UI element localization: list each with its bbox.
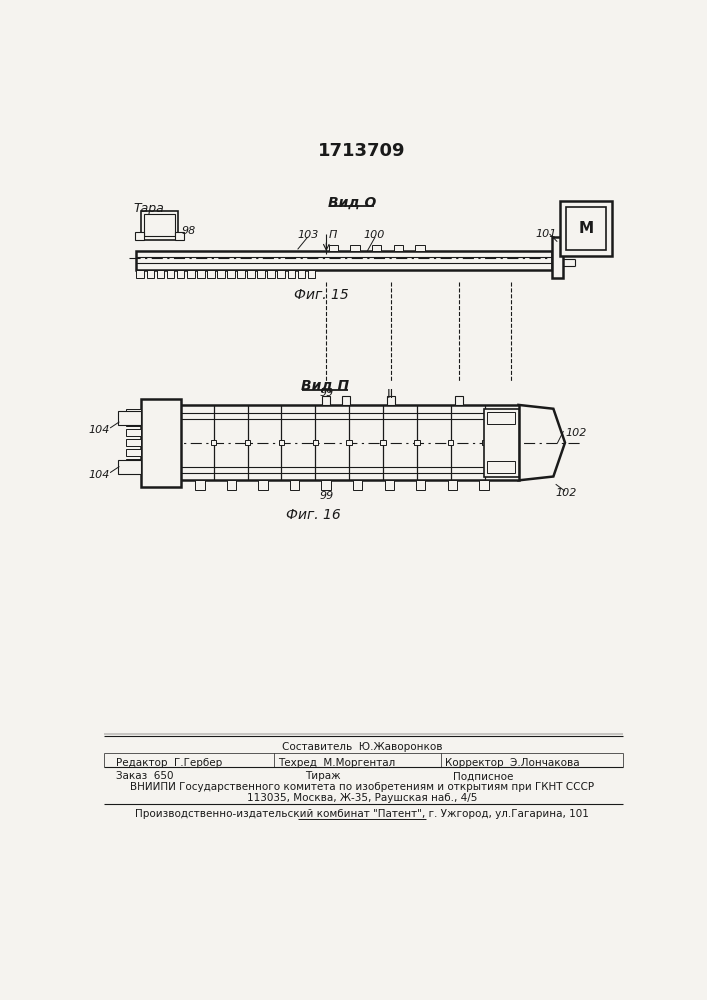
Text: 104: 104 <box>88 425 110 435</box>
Bar <box>308 270 315 278</box>
Text: Корректор  Э.Лончакова: Корректор Э.Лончакова <box>445 758 580 768</box>
Bar <box>486 412 515 424</box>
Bar <box>167 270 175 278</box>
Bar <box>126 429 141 436</box>
Text: 99: 99 <box>319 491 334 501</box>
Text: 100: 100 <box>363 230 385 240</box>
Bar <box>312 440 318 445</box>
Text: Производственно-издательский комбинат "Патент", г. Ужгород, ул.Гагарина, 101: Производственно-издательский комбинат "П… <box>135 809 589 819</box>
Bar <box>482 440 487 445</box>
Bar <box>257 270 265 278</box>
Bar <box>126 449 141 456</box>
Bar <box>259 480 268 490</box>
Bar <box>298 270 305 278</box>
Bar <box>353 480 363 490</box>
Bar <box>144 214 175 235</box>
Text: Составитель  Ю.Жаворонков: Составитель Ю.Жаворонков <box>281 742 442 752</box>
Bar <box>414 440 420 445</box>
Bar <box>380 440 386 445</box>
Text: 1713709: 1713709 <box>318 142 406 160</box>
Bar <box>126 439 141 446</box>
Bar <box>329 245 338 251</box>
Text: 102: 102 <box>565 428 586 438</box>
Bar <box>486 461 515 473</box>
Bar <box>351 245 360 251</box>
Bar <box>385 480 394 490</box>
Polygon shape <box>518 405 565 480</box>
Text: 98: 98 <box>182 226 196 236</box>
Bar <box>322 396 330 405</box>
Bar <box>156 270 164 278</box>
Bar <box>372 245 381 251</box>
Bar <box>207 270 215 278</box>
Text: 104: 104 <box>88 470 110 480</box>
Bar <box>136 251 552 270</box>
Text: Техред  М.Моргентал: Техред М.Моргентал <box>279 758 395 768</box>
Bar <box>227 480 236 490</box>
Bar <box>180 405 518 480</box>
Bar <box>118 411 141 425</box>
Bar <box>387 396 395 405</box>
Bar <box>455 396 462 405</box>
Bar <box>177 270 185 278</box>
Bar <box>118 460 141 474</box>
Text: 102: 102 <box>556 488 577 498</box>
Bar <box>416 480 426 490</box>
Bar <box>126 459 141 466</box>
Bar <box>136 270 144 278</box>
Bar <box>175 232 185 240</box>
Bar <box>245 440 250 445</box>
Bar <box>448 440 453 445</box>
Bar <box>341 396 349 405</box>
Bar <box>416 245 425 251</box>
Bar <box>211 440 216 445</box>
Text: Тара: Тара <box>134 202 164 215</box>
Text: Вид О: Вид О <box>328 195 376 209</box>
Bar <box>180 413 518 419</box>
Text: Заказ  650: Заказ 650 <box>115 771 173 781</box>
Text: Редактор  Г.Гербер: Редактор Г.Гербер <box>115 758 222 768</box>
Text: Фиг. 15: Фиг. 15 <box>293 288 349 302</box>
Bar <box>126 409 141 416</box>
Text: 99: 99 <box>319 388 334 398</box>
Bar <box>135 232 144 240</box>
Bar <box>146 270 154 278</box>
Text: 101: 101 <box>535 229 557 239</box>
Bar <box>479 480 489 490</box>
Bar <box>290 480 299 490</box>
Bar <box>141 211 178 240</box>
Bar <box>566 207 606 250</box>
Text: Вид П: Вид П <box>300 379 349 393</box>
Bar <box>288 270 296 278</box>
Text: П: П <box>329 230 337 240</box>
Text: Подписное: Подписное <box>452 771 513 781</box>
Bar <box>141 399 182 487</box>
Bar <box>237 270 245 278</box>
Bar <box>195 480 204 490</box>
Bar <box>559 201 612 256</box>
Bar <box>279 440 284 445</box>
Bar <box>197 270 204 278</box>
Bar <box>277 270 285 278</box>
Bar <box>484 409 518 477</box>
Bar <box>180 466 518 473</box>
Text: 103: 103 <box>298 230 319 240</box>
Bar <box>267 270 275 278</box>
Text: Тираж: Тираж <box>305 771 341 781</box>
Bar <box>217 270 225 278</box>
Bar <box>552 237 563 278</box>
Bar <box>346 440 352 445</box>
Bar <box>247 270 255 278</box>
Bar <box>448 480 457 490</box>
Bar <box>187 270 194 278</box>
Text: II: II <box>387 388 395 401</box>
Text: 113035, Москва, Ж-35, Раушская наб., 4/5: 113035, Москва, Ж-35, Раушская наб., 4/5 <box>247 793 477 803</box>
Text: ВНИИПИ Государственного комитета по изобретениям и открытиям при ГКНТ СССР: ВНИИПИ Государственного комитета по изоб… <box>130 782 594 792</box>
Bar <box>227 270 235 278</box>
Bar <box>394 245 403 251</box>
Bar <box>322 480 331 490</box>
Bar <box>126 419 141 426</box>
Text: Фиг. 16: Фиг. 16 <box>286 508 341 522</box>
Text: М: М <box>578 221 593 236</box>
